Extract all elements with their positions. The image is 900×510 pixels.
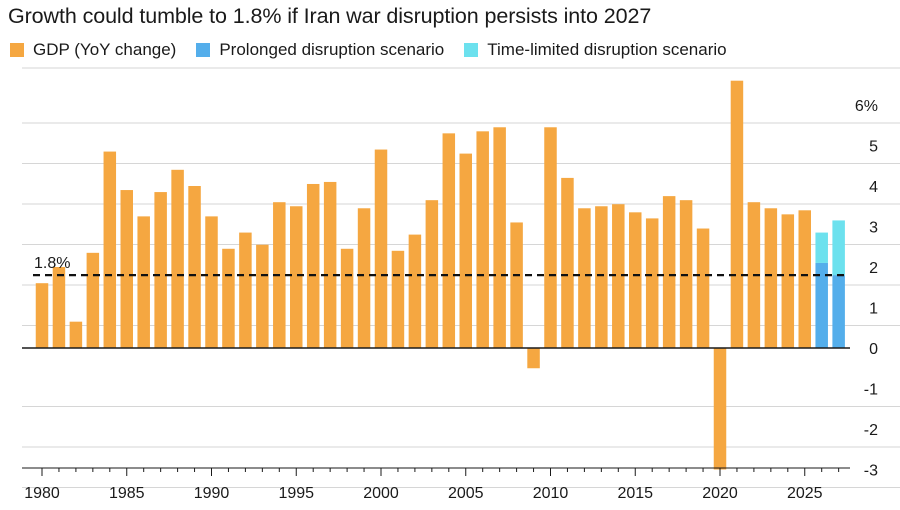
bar-gdp-2008 — [510, 222, 523, 348]
bar-gdp-1984 — [103, 151, 117, 348]
bar-gdp-2019 — [696, 228, 710, 348]
legend-label-prolonged: Prolonged disruption scenario — [219, 40, 445, 59]
bar-gdp-2011 — [561, 177, 574, 348]
x-tick-label: 2005 — [448, 485, 484, 502]
legend-swatch-time-limited — [464, 43, 479, 57]
legend-swatch-gdp — [10, 43, 24, 57]
bar-prolonged-2027 — [832, 275, 845, 348]
axis-layer — [22, 274, 850, 476]
x-tick-label: 2015 — [617, 485, 653, 502]
x-tick-label: 1985 — [109, 485, 145, 502]
bar-gdp-1983 — [86, 252, 100, 348]
bar-gdp-2024 — [781, 214, 795, 348]
bar-gdp-2017 — [662, 196, 676, 348]
legend-swatch-prolonged — [196, 43, 211, 57]
bar-prolonged-2026 — [815, 262, 828, 348]
bar-gdp-2002 — [408, 234, 422, 348]
bar-gdp-2012 — [578, 208, 591, 348]
bar-gdp-2014 — [612, 204, 625, 348]
bar-gdp-1998 — [340, 248, 354, 348]
reference-line-label: 1.8% — [34, 255, 70, 272]
x-tick-label: 2025 — [787, 485, 823, 502]
bar-gdp-1980 — [35, 283, 49, 348]
bar-gdp-2015 — [629, 212, 642, 348]
legend-item-time-limited: Time-limited disruption scenario — [464, 40, 727, 60]
bar-gdp-1985 — [120, 190, 133, 348]
legend-item-gdp: GDP (YoY change) — [10, 40, 176, 60]
y-tick-label: -1 — [864, 382, 878, 399]
legend: GDP (YoY change) Prolonged disruption sc… — [10, 40, 747, 60]
bar-gdp-2009 — [527, 348, 540, 369]
legend-label-gdp: GDP (YoY change) — [33, 40, 177, 59]
bar-gdp-2000 — [374, 149, 388, 348]
x-tick-label: 2010 — [533, 485, 569, 502]
y-tick-label: -3 — [864, 463, 878, 480]
label-layer: 6% 5 4 3 2 1 0 -1 -2 -3 1980 1985 1990 1995 2000 2005 20… — [24, 98, 878, 502]
bar-time-limited-2026 — [815, 232, 828, 263]
y-tick-label: 4 — [869, 179, 878, 196]
y-tick-label: 5 — [869, 139, 878, 156]
bar-gdp-1987 — [154, 192, 167, 348]
bar-gdp-2023 — [764, 208, 778, 348]
bar-gdp-1993 — [256, 244, 269, 348]
y-tick-label: 0 — [869, 341, 878, 358]
bar-gdp-1995 — [290, 206, 303, 348]
bar-gdp-1996 — [306, 183, 320, 348]
y-tick-label: 6% — [855, 98, 878, 115]
bar-gdp-2010 — [544, 127, 557, 349]
x-tick-label: 1995 — [278, 485, 314, 502]
bar-gdp-2006 — [476, 131, 489, 348]
bar-gdp-2004 — [442, 133, 456, 348]
bar-gdp-1999 — [357, 208, 371, 348]
bar-gdp-1988 — [171, 169, 184, 348]
bar-time-limited-2027 — [832, 220, 845, 276]
bar-gdp-2001 — [391, 250, 405, 348]
x-tick-label: 1980 — [24, 485, 60, 502]
chart-title: Growth could tumble to 1.8% if Iran war … — [8, 4, 652, 28]
bar-gdp-1992 — [239, 232, 252, 348]
bar-gdp-1997 — [323, 181, 337, 348]
bar-gdp-2007 — [493, 127, 506, 349]
x-tick-label: 2000 — [363, 485, 399, 502]
legend-label-time-limited: Time-limited disruption scenario — [487, 40, 727, 59]
y-tick-label: 2 — [869, 260, 878, 277]
bar-gdp-1991 — [222, 248, 235, 348]
x-tick-label: 1990 — [194, 485, 230, 502]
bar-gdp-1986 — [137, 216, 150, 348]
bar-gdp-2021 — [730, 80, 744, 348]
x-tick-label: 2020 — [702, 485, 738, 502]
bar-gdp-1989 — [188, 186, 201, 348]
y-tick-label: 3 — [869, 220, 878, 237]
y-tick-label: -2 — [864, 422, 878, 439]
bar-gdp-2025 — [798, 210, 811, 348]
bar-gdp-1981 — [52, 267, 66, 348]
bar-gdp-1990 — [205, 216, 218, 348]
bar-gdp-2020 — [713, 348, 727, 470]
legend-item-prolonged: Prolonged disruption scenario — [196, 40, 444, 60]
bar-gdp-2016 — [645, 218, 659, 348]
bar-gdp-1982 — [69, 321, 83, 348]
y-tick-label: 1 — [869, 301, 878, 318]
bar-gdp-2013 — [595, 206, 608, 348]
bar-layer — [35, 80, 845, 470]
bar-gdp-2005 — [459, 153, 472, 348]
